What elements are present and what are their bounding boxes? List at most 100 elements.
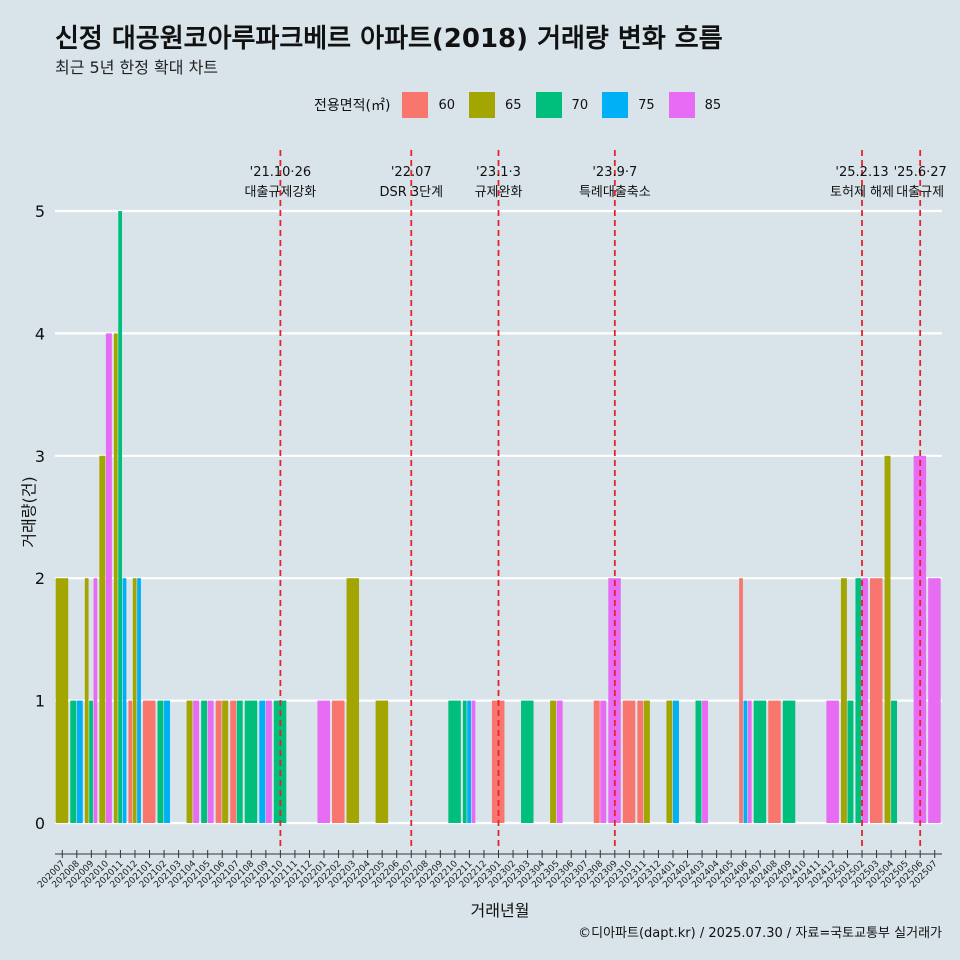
bar-202202-60 — [332, 700, 345, 823]
bar-202008-70 — [70, 700, 77, 823]
bar-202507-85 — [928, 578, 941, 823]
bar-202403-70 — [695, 700, 702, 823]
y-tick-label: 2 — [35, 569, 45, 588]
bar-202403-85 — [702, 700, 709, 823]
bar-202011-75 — [122, 578, 127, 823]
bar-202303-70 — [521, 700, 534, 823]
bar-202311-65 — [643, 700, 650, 823]
bar-202105-70 — [201, 700, 208, 823]
bar-202412-85 — [826, 700, 839, 823]
legend-label-75: 75 — [638, 97, 655, 113]
legend-label-85: 85 — [704, 97, 722, 113]
bar-202401-75 — [672, 700, 679, 823]
y-tick-label: 5 — [35, 202, 45, 221]
bar-202108-70 — [244, 700, 258, 823]
source-caption: ©디아파트(dapt.kr) / 2025.07.30 / 자료=국토교통부 실… — [578, 926, 942, 941]
legend-item-75: 75 — [602, 92, 655, 118]
chart-subtitle: 최근 5년 한정 확대 차트 — [55, 58, 219, 77]
bar-202109-75 — [259, 700, 266, 823]
legend-title: 전용면적(㎡) — [314, 98, 391, 114]
bar-202009-70 — [89, 700, 93, 823]
bar-202408-60 — [768, 700, 781, 823]
legend-label-65: 65 — [505, 97, 522, 113]
bar-202105-85 — [207, 700, 214, 823]
bar-202009-65 — [84, 578, 89, 823]
bar-202012-65 — [132, 578, 137, 823]
bar-202012-60 — [128, 700, 133, 823]
bar-202201-85 — [317, 700, 330, 823]
annotation-date: '25.2.13 — [835, 165, 888, 180]
bar-202308-60 — [593, 700, 600, 823]
annotation-date: '23.1·3 — [476, 165, 521, 180]
legend: 전용면적(㎡) 60 65 70 75 85 — [314, 92, 735, 118]
legend-label-70: 70 — [571, 97, 589, 113]
bar-202106-60 — [215, 700, 222, 823]
bar-202008-75 — [76, 700, 83, 823]
bar-202210-70 — [448, 700, 461, 823]
bar-202506-85 — [913, 455, 927, 823]
bar-202012-75 — [137, 578, 141, 823]
legend-swatch-60 — [402, 92, 429, 118]
bar-202107-70 — [236, 700, 243, 823]
bar-202305-85 — [556, 700, 563, 823]
bar-202102-75 — [164, 700, 171, 823]
bar-202406-85 — [747, 700, 752, 823]
bar-202102-70 — [157, 700, 164, 823]
annotation-date: '22.07 — [391, 165, 432, 180]
bar-202101-60 — [142, 700, 156, 823]
bar-202501-65 — [840, 578, 847, 823]
bar-202407-70 — [753, 700, 767, 823]
bar-202011-65 — [113, 333, 118, 823]
legend-swatch-65 — [469, 92, 495, 118]
x-axis-label: 거래년월 — [470, 901, 530, 920]
annotation-date: '21.10·26 — [250, 165, 311, 180]
annotation-text: 대출규제강화 — [245, 185, 317, 200]
bar-202211-85 — [471, 700, 476, 823]
bar-202502-85 — [862, 578, 868, 823]
bar-202010-85 — [105, 333, 112, 823]
bar-202401-65 — [666, 700, 673, 823]
annotation-text: 토허제 해제 — [830, 185, 894, 200]
y-tick-label: 0 — [35, 814, 45, 833]
legend-swatch-70 — [535, 92, 562, 118]
bar-202502-70 — [855, 578, 862, 823]
annotation-date: '25.6·27 — [894, 165, 947, 180]
annotation-text: 규제완화 — [475, 185, 523, 200]
y-tick-label: 3 — [35, 447, 45, 466]
annotation-text: 대출규제 — [896, 185, 944, 200]
annotation-date: '23.9·7 — [592, 165, 637, 180]
bar-202109-85 — [265, 700, 272, 823]
bar-202504-70 — [891, 700, 898, 823]
chart-title: 신정 대공원코아루파크베르 아파트(2018) 거래량 변화 흐름 — [55, 24, 723, 54]
bar-202211-75 — [467, 700, 471, 823]
legend-item-85: 85 — [668, 92, 722, 118]
bar-202305-65 — [550, 700, 557, 823]
annotation-text: 특례대출축소 — [579, 185, 651, 200]
bar-202203-65 — [346, 578, 360, 823]
bar-202308-85 — [600, 700, 607, 823]
bar-202501-70 — [847, 700, 854, 823]
bar-202106-65 — [222, 700, 229, 823]
y-tick-label: 4 — [35, 324, 45, 343]
bar-202007-65 — [55, 578, 69, 823]
bar-202205-65 — [375, 700, 389, 823]
legend-label-60: 60 — [438, 97, 455, 113]
bar-202409-70 — [782, 700, 796, 823]
bar-202504-65 — [884, 455, 891, 823]
bar-202104-65 — [186, 700, 193, 823]
y-tick-label: 1 — [35, 692, 45, 711]
legend-item-70: 70 — [535, 92, 589, 118]
bar-202104-85 — [193, 700, 200, 823]
bar-202406-75 — [743, 700, 748, 823]
legend-item-65: 65 — [469, 92, 522, 118]
legend-swatch-75 — [602, 92, 629, 118]
bar-202503-60 — [870, 578, 883, 823]
y-axis-label: 거래량(건) — [19, 476, 39, 548]
bar-202011-70 — [118, 211, 123, 823]
annotation-text: DSR 3단계 — [379, 185, 443, 200]
bar-202310-60 — [622, 700, 636, 823]
bar-202010-65 — [99, 455, 106, 823]
bar-202107-60 — [230, 700, 237, 823]
bar-202009-85 — [93, 578, 98, 823]
